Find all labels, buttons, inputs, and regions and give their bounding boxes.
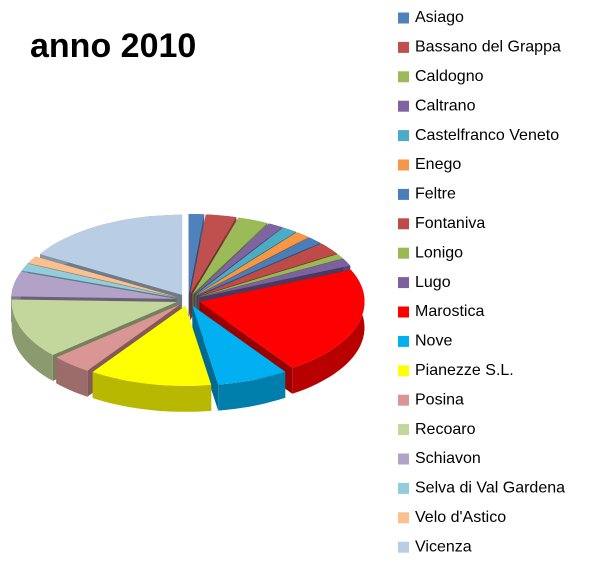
legend-swatch	[398, 335, 409, 347]
legend-swatch	[398, 394, 409, 406]
legend-label: Lugo	[415, 274, 451, 291]
slice-top	[11, 299, 177, 355]
slice-top	[92, 305, 212, 386]
slice-top	[193, 223, 283, 295]
slice-side	[92, 372, 212, 412]
slice-side	[192, 305, 219, 411]
legend-label: Lonigo	[415, 244, 463, 261]
slice-top	[192, 305, 286, 385]
slice-top	[198, 258, 351, 298]
pie-slice	[192, 305, 286, 411]
slice-top	[197, 243, 337, 297]
legend-label: Pianezze S.L.	[415, 362, 514, 379]
legend-label: Bassano del Grappa	[415, 39, 561, 56]
legend-swatch	[398, 277, 409, 289]
legend-label: Enego	[415, 156, 461, 173]
slice-side	[218, 371, 286, 411]
slice-top	[21, 263, 177, 298]
legend-swatch	[398, 130, 409, 142]
legend-swatch	[398, 365, 409, 377]
pie-slice	[92, 305, 212, 412]
slice-top	[40, 214, 183, 295]
legend-label: Caltrano	[415, 97, 476, 114]
legend-swatch	[398, 541, 409, 553]
legend-label: Nove	[415, 333, 452, 350]
slice-top	[28, 256, 178, 298]
legend-label: Fontaniva	[415, 215, 485, 232]
chart-title: anno 2010	[30, 27, 196, 65]
slice-side	[56, 357, 88, 397]
legend-swatch	[398, 453, 409, 465]
slice-top	[198, 254, 343, 297]
legend-swatch	[398, 424, 409, 436]
legend-label: Vicenza	[415, 538, 472, 555]
legend-swatch	[398, 159, 409, 171]
legend-swatch	[398, 71, 409, 83]
slice-side	[292, 269, 365, 394]
legend-swatch	[398, 247, 409, 259]
slice-top	[196, 237, 321, 296]
legend-label: Castelfranco Veneto	[415, 127, 559, 144]
legend-label: Posina	[415, 391, 464, 408]
slice-top	[192, 217, 268, 295]
legend-swatch	[398, 306, 409, 318]
legend-label: Asiago	[415, 9, 464, 26]
legend-label: Schiavon	[415, 450, 481, 467]
slice-top	[194, 227, 296, 296]
legend-swatch	[398, 41, 409, 53]
legend-label: Caldogno	[415, 68, 484, 85]
legend-swatch	[398, 512, 409, 524]
slice-top	[56, 304, 181, 371]
legend-swatch	[398, 188, 409, 200]
legend-swatch	[398, 12, 409, 24]
slice-top	[199, 269, 365, 368]
slice-top	[11, 271, 177, 299]
slice-side	[11, 299, 53, 381]
legend-label: Recoaro	[415, 421, 476, 438]
legend-label: Selva di Val Gardena	[415, 480, 565, 497]
legend-label: Marostica	[415, 303, 484, 320]
legend-label: Velo d'Astico	[415, 509, 506, 526]
slice-top	[190, 214, 237, 295]
slice-top	[195, 232, 309, 296]
legend-swatch	[398, 482, 409, 494]
slice-top	[188, 214, 205, 294]
legend-swatch	[398, 218, 409, 230]
legend-swatch	[398, 100, 409, 112]
legend-label: Feltre	[415, 186, 456, 203]
